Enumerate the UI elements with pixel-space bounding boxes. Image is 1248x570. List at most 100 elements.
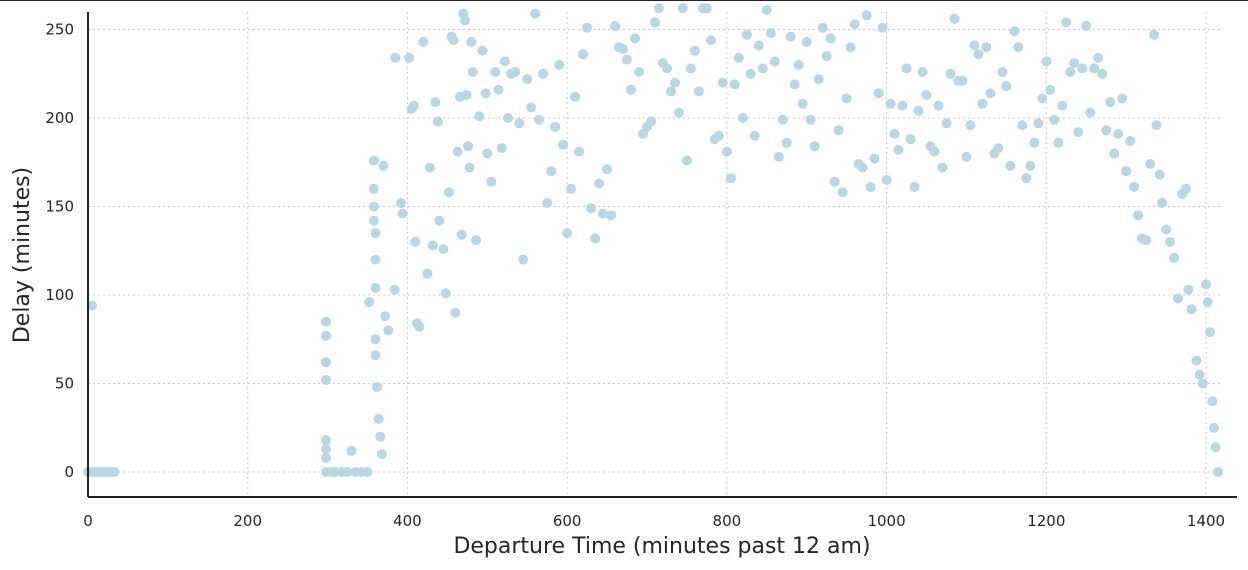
scatter-point	[721, 146, 732, 157]
scatter-point	[1129, 182, 1140, 192]
scatter-point	[677, 3, 688, 14]
scatter-point	[1005, 160, 1016, 171]
scatter-point	[741, 29, 752, 40]
scatter-point	[321, 452, 331, 463]
scatter-point	[364, 297, 375, 308]
scatter-point	[463, 141, 474, 152]
scatter-point	[673, 107, 684, 118]
scatter-point	[889, 128, 900, 139]
scatter-point	[881, 174, 892, 185]
scatter-point	[985, 88, 996, 99]
scatter-point	[793, 59, 804, 70]
y-tick-label: 50	[55, 375, 74, 393]
scatter-point	[1009, 26, 1020, 37]
scatter-point	[1209, 422, 1219, 433]
scatter-point	[1021, 173, 1032, 184]
scatter-point	[546, 166, 557, 177]
scatter-point	[957, 75, 968, 86]
scatter-point	[725, 173, 736, 184]
scatter-point	[821, 51, 832, 62]
top-border-line	[0, 0, 1248, 1]
scatter-point	[1125, 136, 1136, 146]
scatter-point	[368, 201, 379, 212]
scatter-point	[542, 198, 553, 208]
scatter-point	[342, 467, 353, 477]
scatter-point	[797, 98, 808, 109]
scatter-point	[474, 111, 485, 122]
scatter-point	[1181, 183, 1191, 194]
scatter-point	[424, 162, 435, 173]
x-tick-label: 600	[553, 512, 582, 530]
scatter-point	[805, 114, 816, 125]
grid-lines	[88, 12, 1222, 497]
scatter-point	[877, 22, 888, 33]
scatter-point	[801, 36, 812, 47]
scatter-point	[785, 31, 796, 42]
scatter-point	[993, 143, 1004, 154]
scatter-point	[574, 146, 585, 157]
scatter-point	[1121, 166, 1132, 177]
scatter-point	[397, 208, 408, 219]
scatter-point	[496, 143, 507, 154]
scatter-point	[937, 162, 948, 173]
scatter-point	[471, 235, 482, 246]
scatter-point	[598, 208, 609, 219]
scatter-point	[941, 118, 952, 129]
scatter-point	[869, 153, 880, 164]
scatter-point	[368, 215, 379, 226]
scatter-point	[434, 215, 445, 226]
scatter-point	[464, 162, 475, 173]
scatter-point	[1207, 396, 1218, 407]
scatter-point	[813, 74, 824, 85]
y-tick-label: 0	[64, 463, 74, 481]
scatter-point	[370, 228, 381, 239]
scatter-point	[550, 121, 561, 132]
scatter-point	[414, 321, 425, 332]
scatter-point	[873, 88, 884, 99]
scatter-point	[109, 467, 120, 477]
scatter-point	[865, 182, 876, 192]
scatter-point	[909, 182, 920, 192]
scatter-point	[408, 100, 419, 111]
scatter-point	[1105, 97, 1116, 108]
scatter-point	[602, 164, 613, 175]
scatter-point	[370, 282, 381, 293]
scatter-point	[396, 198, 406, 208]
scatter-point	[1077, 63, 1088, 74]
scatter-point	[590, 233, 601, 244]
scatter-point	[375, 431, 386, 442]
scatter-point	[526, 102, 537, 113]
scatter-point	[1133, 210, 1144, 221]
scatter-point	[448, 35, 459, 46]
scatter-point	[837, 187, 848, 198]
scatter-point	[689, 45, 700, 56]
scatter-point	[1154, 169, 1165, 180]
scatter-point	[459, 15, 470, 26]
scatter-point	[514, 118, 525, 129]
scatter-point	[440, 288, 451, 299]
scatter-point	[1037, 93, 1048, 104]
scatter-point	[997, 67, 1008, 77]
scatter-point	[901, 63, 912, 74]
scatter-point	[477, 45, 488, 56]
scatter-point	[1213, 467, 1223, 477]
scatter-point	[845, 42, 856, 53]
scatter-point	[961, 151, 972, 162]
scatter-point	[554, 59, 565, 70]
scatter-point	[370, 334, 381, 345]
scatter-point	[777, 114, 788, 125]
scatter-point	[705, 35, 716, 46]
scatter-point	[606, 210, 617, 221]
scatter-point	[809, 141, 820, 152]
scatter-point	[486, 176, 497, 187]
scatter-point	[389, 284, 400, 295]
scatter-point	[321, 357, 331, 368]
x-tick-label: 1200	[1027, 512, 1065, 530]
scatter-point	[321, 316, 331, 327]
scatter-point	[1061, 17, 1072, 28]
scatter-point	[789, 79, 800, 90]
scatter-point	[321, 435, 331, 446]
scatter-point	[510, 67, 521, 77]
y-tick-label: 100	[45, 286, 74, 304]
